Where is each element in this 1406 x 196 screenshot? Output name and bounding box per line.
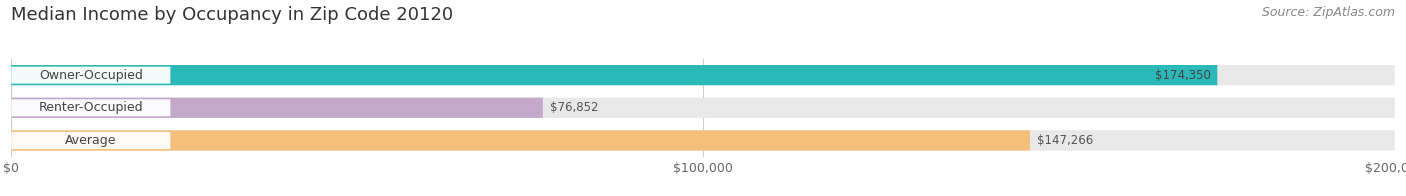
Text: Source: ZipAtlas.com: Source: ZipAtlas.com [1261, 6, 1395, 19]
Text: $174,350: $174,350 [1154, 69, 1211, 82]
Text: Median Income by Occupancy in Zip Code 20120: Median Income by Occupancy in Zip Code 2… [11, 6, 453, 24]
Text: Average: Average [65, 134, 117, 147]
FancyBboxPatch shape [11, 98, 1395, 118]
FancyBboxPatch shape [11, 65, 1218, 85]
Text: Owner-Occupied: Owner-Occupied [39, 69, 143, 82]
Text: Renter-Occupied: Renter-Occupied [38, 101, 143, 114]
FancyBboxPatch shape [11, 98, 543, 118]
Text: $76,852: $76,852 [550, 101, 599, 114]
FancyBboxPatch shape [11, 67, 170, 84]
FancyBboxPatch shape [11, 130, 1031, 151]
FancyBboxPatch shape [11, 65, 1395, 85]
FancyBboxPatch shape [11, 132, 170, 149]
Text: $147,266: $147,266 [1036, 134, 1092, 147]
FancyBboxPatch shape [11, 130, 1395, 151]
FancyBboxPatch shape [11, 99, 170, 116]
